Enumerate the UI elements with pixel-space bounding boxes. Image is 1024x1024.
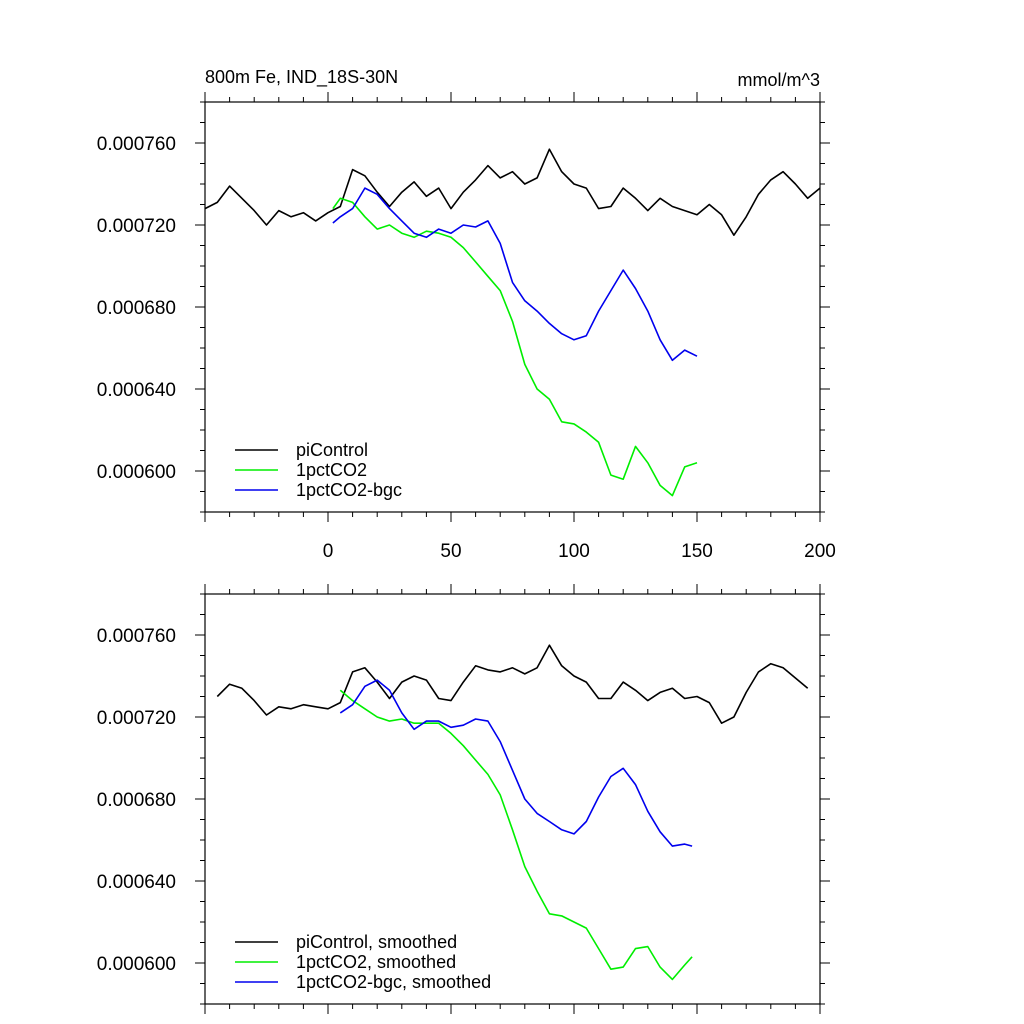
series-line: [339, 689, 693, 981]
y-tick-label: 0.000600: [97, 462, 176, 483]
legend-label: 1pctCO2, smoothed: [296, 952, 456, 972]
x-tick-label: 200: [804, 541, 836, 562]
y-tick-label: 0.000720: [97, 216, 176, 237]
x-tick-label: 50: [440, 541, 461, 562]
legend-label: 1pctCO2-bgc: [296, 480, 402, 500]
chart-title: 800m Fe, IND_18S-30N: [205, 67, 398, 88]
bottom-panel: 0.000760 0.000720 0.000680 0.000640 0.000600…: [97, 584, 830, 1014]
y-tick-label: 0.000720: [97, 708, 176, 729]
y-tick-label: 0.000760: [97, 626, 176, 647]
series-line: [216, 644, 809, 725]
legend-label: piControl: [296, 440, 368, 460]
legend-label: 1pctCO2-bgc, smoothed: [296, 972, 491, 992]
x-tick-label: 0: [323, 541, 334, 562]
x-tick-label: 150: [681, 541, 713, 562]
series-line: [332, 187, 698, 362]
y-tick-label: 0.000760: [97, 134, 176, 155]
series-line: [204, 148, 821, 236]
y-tick-label: 0.000600: [97, 954, 176, 975]
y-tick-label: 0.000640: [97, 872, 176, 893]
y-tick-label: 0.000680: [97, 298, 176, 319]
legend-label: piControl, smoothed: [296, 932, 457, 952]
y-tick-label: 0.000680: [97, 790, 176, 811]
legend-label: 1pctCO2: [296, 460, 367, 480]
x-tick-label: 100: [558, 541, 590, 562]
units-label: mmol/m^3: [738, 70, 820, 90]
series-line: [332, 197, 698, 497]
top-panel: 800m Fe, IND_18S-30N mmol/m^3 0 50 100 150 2…: [97, 67, 836, 562]
y-tick-label: 0.000640: [97, 380, 176, 401]
series-line: [339, 679, 693, 847]
